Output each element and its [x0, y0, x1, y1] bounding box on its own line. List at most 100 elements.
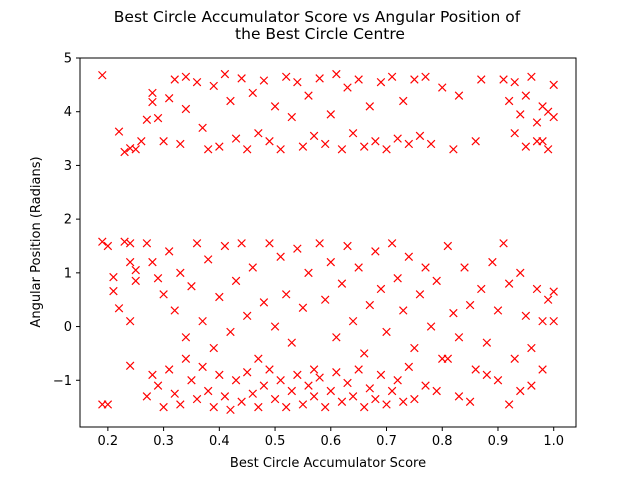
data-point-marker	[220, 69, 230, 79]
data-point-marker	[226, 96, 235, 106]
data-point-marker	[164, 247, 174, 256]
data-point-marker	[176, 139, 185, 149]
data-point-marker	[198, 362, 207, 372]
data-point-marker	[276, 252, 285, 261]
data-point-marker	[543, 107, 553, 116]
data-point-marker	[449, 308, 458, 318]
data-point-marker	[493, 376, 503, 385]
data-point-marker	[337, 279, 347, 288]
data-point-marker	[170, 389, 179, 398]
data-point-marker	[504, 96, 514, 106]
data-point-marker	[482, 338, 492, 347]
data-point-marker	[304, 381, 313, 390]
data-point-marker	[298, 400, 308, 409]
data-point-marker	[399, 397, 408, 406]
data-point-marker	[231, 134, 241, 143]
data-point-marker	[404, 362, 414, 372]
data-point-marker	[348, 392, 358, 401]
data-point-marker	[176, 268, 185, 278]
data-point-marker	[371, 137, 380, 146]
data-point-marker	[237, 239, 246, 248]
data-point-marker	[387, 239, 397, 248]
data-point-marker	[198, 123, 207, 133]
data-point-marker	[521, 311, 531, 321]
data-point-marker	[125, 361, 135, 370]
data-point-marker	[192, 394, 202, 404]
data-point-marker	[281, 402, 291, 412]
x-tick-label: 0.5	[265, 434, 286, 449]
data-point-marker	[516, 110, 525, 119]
data-point-marker	[131, 145, 140, 154]
data-point-marker	[365, 102, 375, 111]
data-point-marker	[209, 343, 218, 353]
data-point-marker	[215, 370, 224, 380]
data-point-marker	[382, 400, 391, 409]
data-point-marker	[187, 376, 196, 385]
data-point-marker	[320, 295, 330, 304]
data-point-marker	[421, 72, 430, 82]
data-point-marker	[315, 239, 324, 248]
data-point-marker	[382, 145, 391, 154]
data-point-marker	[549, 80, 558, 90]
data-point-marker	[538, 316, 547, 326]
data-point-marker	[510, 354, 519, 364]
data-point-marker	[276, 145, 285, 154]
data-point-marker	[276, 376, 285, 385]
data-point-marker	[164, 94, 174, 103]
data-point-marker	[120, 237, 129, 246]
data-point-marker	[471, 137, 480, 146]
data-point-marker	[360, 142, 369, 151]
data-point-marker	[153, 273, 163, 283]
y-axis-ticks: −1 0 1 2 3 4 5	[53, 52, 80, 389]
data-point-marker	[120, 147, 129, 157]
data-point-marker	[360, 349, 369, 358]
x-tick-label: 0.4	[209, 434, 230, 449]
data-point-marker	[198, 316, 207, 326]
data-point-marker	[298, 142, 308, 151]
data-point-marker	[410, 343, 419, 353]
data-point-marker	[242, 367, 252, 377]
data-point-marker	[421, 381, 430, 390]
data-point-marker	[281, 72, 291, 82]
data-point-marker	[248, 389, 257, 398]
data-point-marker	[320, 139, 330, 149]
data-point-marker	[304, 268, 313, 278]
data-point-marker	[287, 386, 296, 396]
data-point-marker	[176, 400, 185, 409]
data-point-marker	[281, 290, 291, 299]
data-point-marker	[415, 131, 425, 141]
data-point-marker	[549, 316, 558, 326]
x-tick-label: 0.7	[376, 434, 397, 449]
data-point-marker	[220, 241, 230, 251]
data-point-marker	[332, 333, 341, 342]
data-point-marker	[254, 128, 263, 138]
data-point-marker	[415, 290, 425, 299]
data-point-marker	[187, 282, 196, 291]
data-point-marker	[460, 263, 469, 272]
data-point-marker	[265, 137, 274, 146]
data-point-marker	[443, 354, 453, 364]
data-point-marker	[109, 272, 118, 282]
y-tick-label: 4	[64, 105, 72, 120]
chart-title-line-1: Best Circle Accumulator Score vs Angular…	[114, 8, 521, 26]
data-point-marker	[181, 72, 191, 82]
data-point-marker	[426, 139, 436, 149]
data-point-marker	[326, 110, 336, 119]
data-point-marker	[532, 284, 542, 294]
data-point-marker	[103, 400, 113, 409]
data-point-marker	[504, 279, 514, 288]
data-point-marker	[153, 113, 163, 123]
data-point-marker	[181, 354, 191, 364]
data-point-marker	[192, 77, 202, 87]
data-point-marker	[348, 128, 358, 138]
data-point-marker	[449, 145, 458, 154]
x-tick-label: 0.6	[320, 434, 341, 449]
data-point-marker	[192, 239, 202, 248]
data-point-marker	[532, 137, 542, 146]
x-tick-label: 0.9	[488, 434, 509, 449]
x-tick-label: 0.2	[98, 434, 119, 449]
data-point-marker	[454, 392, 464, 401]
data-point-marker	[477, 75, 486, 84]
data-point-marker	[131, 265, 140, 275]
